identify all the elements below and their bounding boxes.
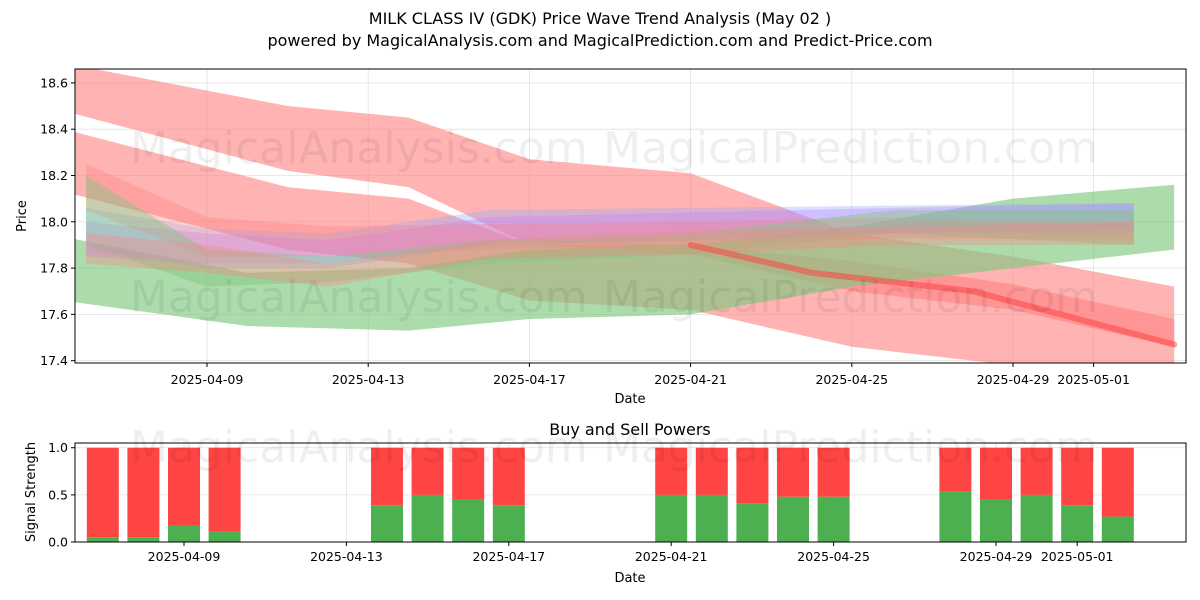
power-y-tick-label: 0.5: [48, 487, 68, 502]
watermark-3: MagicalAnalysis.com: [130, 272, 588, 323]
wave-band-5: [86, 203, 1134, 264]
power-x-tick-label: 2025-04-13: [310, 549, 383, 564]
power-panel: Buy and Sell Powers MagicalAnalysis.com …: [24, 420, 1187, 586]
buy-power-bar: [127, 537, 160, 542]
buy-power-bar: [86, 537, 119, 542]
price-panel: MagicalAnalysis.com MagicalPrediction.co…: [15, 68, 1187, 407]
buy-power-bar: [371, 505, 403, 542]
buy-power-bar: [492, 505, 525, 542]
price-x-tick-label: 2025-04-25: [815, 372, 888, 387]
price-x-ticks: 2025-04-09 2025-04-13 2025-04-17 2025-04-21…: [171, 363, 1130, 387]
price-y-tick-label: 18.2: [40, 168, 68, 183]
buy-power-bar: [452, 499, 485, 542]
price-y-tick-label: 17.6: [40, 307, 68, 322]
buy-power-bar: [1020, 494, 1053, 542]
power-y-ticks: 0.0 0.5 1.0: [48, 440, 75, 550]
price-plot-frame: [74, 68, 1187, 364]
price-x-tick-label: 2025-04-21: [654, 372, 727, 387]
sell-power-bar: [86, 447, 119, 538]
sell-power-bar: [411, 447, 444, 495]
sell-power-bar: [1020, 447, 1053, 495]
buy-power-bar: [1061, 505, 1094, 542]
power-x-tick-label: 2025-05-01: [1041, 549, 1114, 564]
sell-power-bar: [208, 447, 241, 532]
sell-power-bar: [1061, 447, 1094, 506]
sell-power-bar: [655, 447, 688, 495]
wave-band-8: [86, 221, 1134, 287]
sell-power-bar: [736, 447, 769, 504]
watermark-4: MagicalPrediction.com: [603, 272, 1098, 323]
price-y-label: Price: [15, 200, 30, 232]
sell-power-bar: [168, 447, 200, 526]
power-y-tick-label: 1.0: [48, 440, 68, 455]
power-y-tick-label: 0.0: [48, 535, 68, 550]
wave-band-6: [86, 163, 1134, 257]
buy-power-bar: [1101, 516, 1134, 542]
watermark-6: MagicalPrediction.com: [603, 422, 1098, 473]
price-x-tick-label: 2025-05-01: [1057, 372, 1130, 387]
sell-power-bar: [371, 447, 403, 506]
power-x-tick-label: 2025-04-25: [797, 549, 870, 564]
trend-line: [687, 241, 1178, 348]
sell-power-bar: [777, 447, 809, 497]
chart-subtitle: powered by MagicalAnalysis.com and Magic…: [267, 31, 933, 50]
price-y-ticks: 17.4 17.6 17.8 18.0 18.2 18.4 18.6: [40, 75, 75, 368]
power-x-tick-label: 2025-04-17: [472, 549, 545, 564]
price-y-tick-label: 17.4: [40, 353, 68, 368]
price-x-tick-label: 2025-04-09: [171, 372, 244, 387]
wave-band-7: [86, 175, 1134, 287]
price-y-tick-label: 18.6: [40, 75, 68, 90]
power-x-label: Date: [614, 571, 645, 586]
buy-power-bar: [736, 503, 769, 542]
price-x-tick-label: 2025-04-17: [493, 372, 566, 387]
buy-power-bar: [777, 496, 809, 542]
watermark-5: MagicalAnalysis.com: [130, 422, 588, 473]
price-y-tick-label: 18.4: [40, 122, 68, 137]
price-x-tick-label: 2025-04-13: [332, 372, 405, 387]
sell-power-bar: [695, 447, 728, 495]
sell-power-bar: [980, 447, 1012, 500]
sell-power-bar: [452, 447, 485, 500]
sell-power-bar: [492, 447, 525, 506]
buy-power-bar: [980, 499, 1012, 542]
chart-title: MILK CLASS IV (GDK) Price Wave Trend Ana…: [368, 9, 832, 28]
power-bars: [86, 447, 1134, 542]
power-plot-frame: [74, 442, 1187, 543]
price-y-tick-label: 18.0: [40, 214, 68, 229]
wave-band-4: [86, 203, 1134, 269]
sell-power-bar: [817, 447, 850, 497]
sell-power-bar: [127, 447, 160, 538]
buy-power-bar: [695, 494, 728, 542]
buy-power-bar: [168, 525, 200, 542]
watermark-2: MagicalPrediction.com: [603, 123, 1098, 174]
power-x-ticks: 2025-04-09 2025-04-13 2025-04-17 2025-04-21…: [148, 542, 1114, 564]
buy-power-bar: [411, 494, 444, 542]
price-y-tick-label: 17.8: [40, 261, 68, 276]
wave-band-3: [75, 184, 1175, 331]
buy-power-bar: [655, 494, 688, 542]
price-x-label: Date: [614, 392, 645, 407]
sell-power-bar: [1101, 447, 1134, 517]
power-title: Buy and Sell Powers: [549, 420, 711, 439]
power-y-label: Signal Strength: [24, 442, 39, 542]
price-x-tick-label: 2025-04-29: [977, 372, 1050, 387]
sell-power-bar: [939, 447, 972, 492]
buy-power-bar: [208, 531, 241, 542]
power-x-tick-label: 2025-04-21: [635, 549, 708, 564]
watermark-1: MagicalAnalysis.com: [130, 123, 588, 174]
wave-bands: [75, 69, 1175, 363]
buy-power-bar: [939, 491, 972, 542]
power-x-tick-label: 2025-04-29: [960, 549, 1033, 564]
trend-line-path: [687, 241, 1178, 348]
power-x-tick-label: 2025-04-09: [148, 549, 221, 564]
buy-power-bar: [817, 496, 850, 542]
